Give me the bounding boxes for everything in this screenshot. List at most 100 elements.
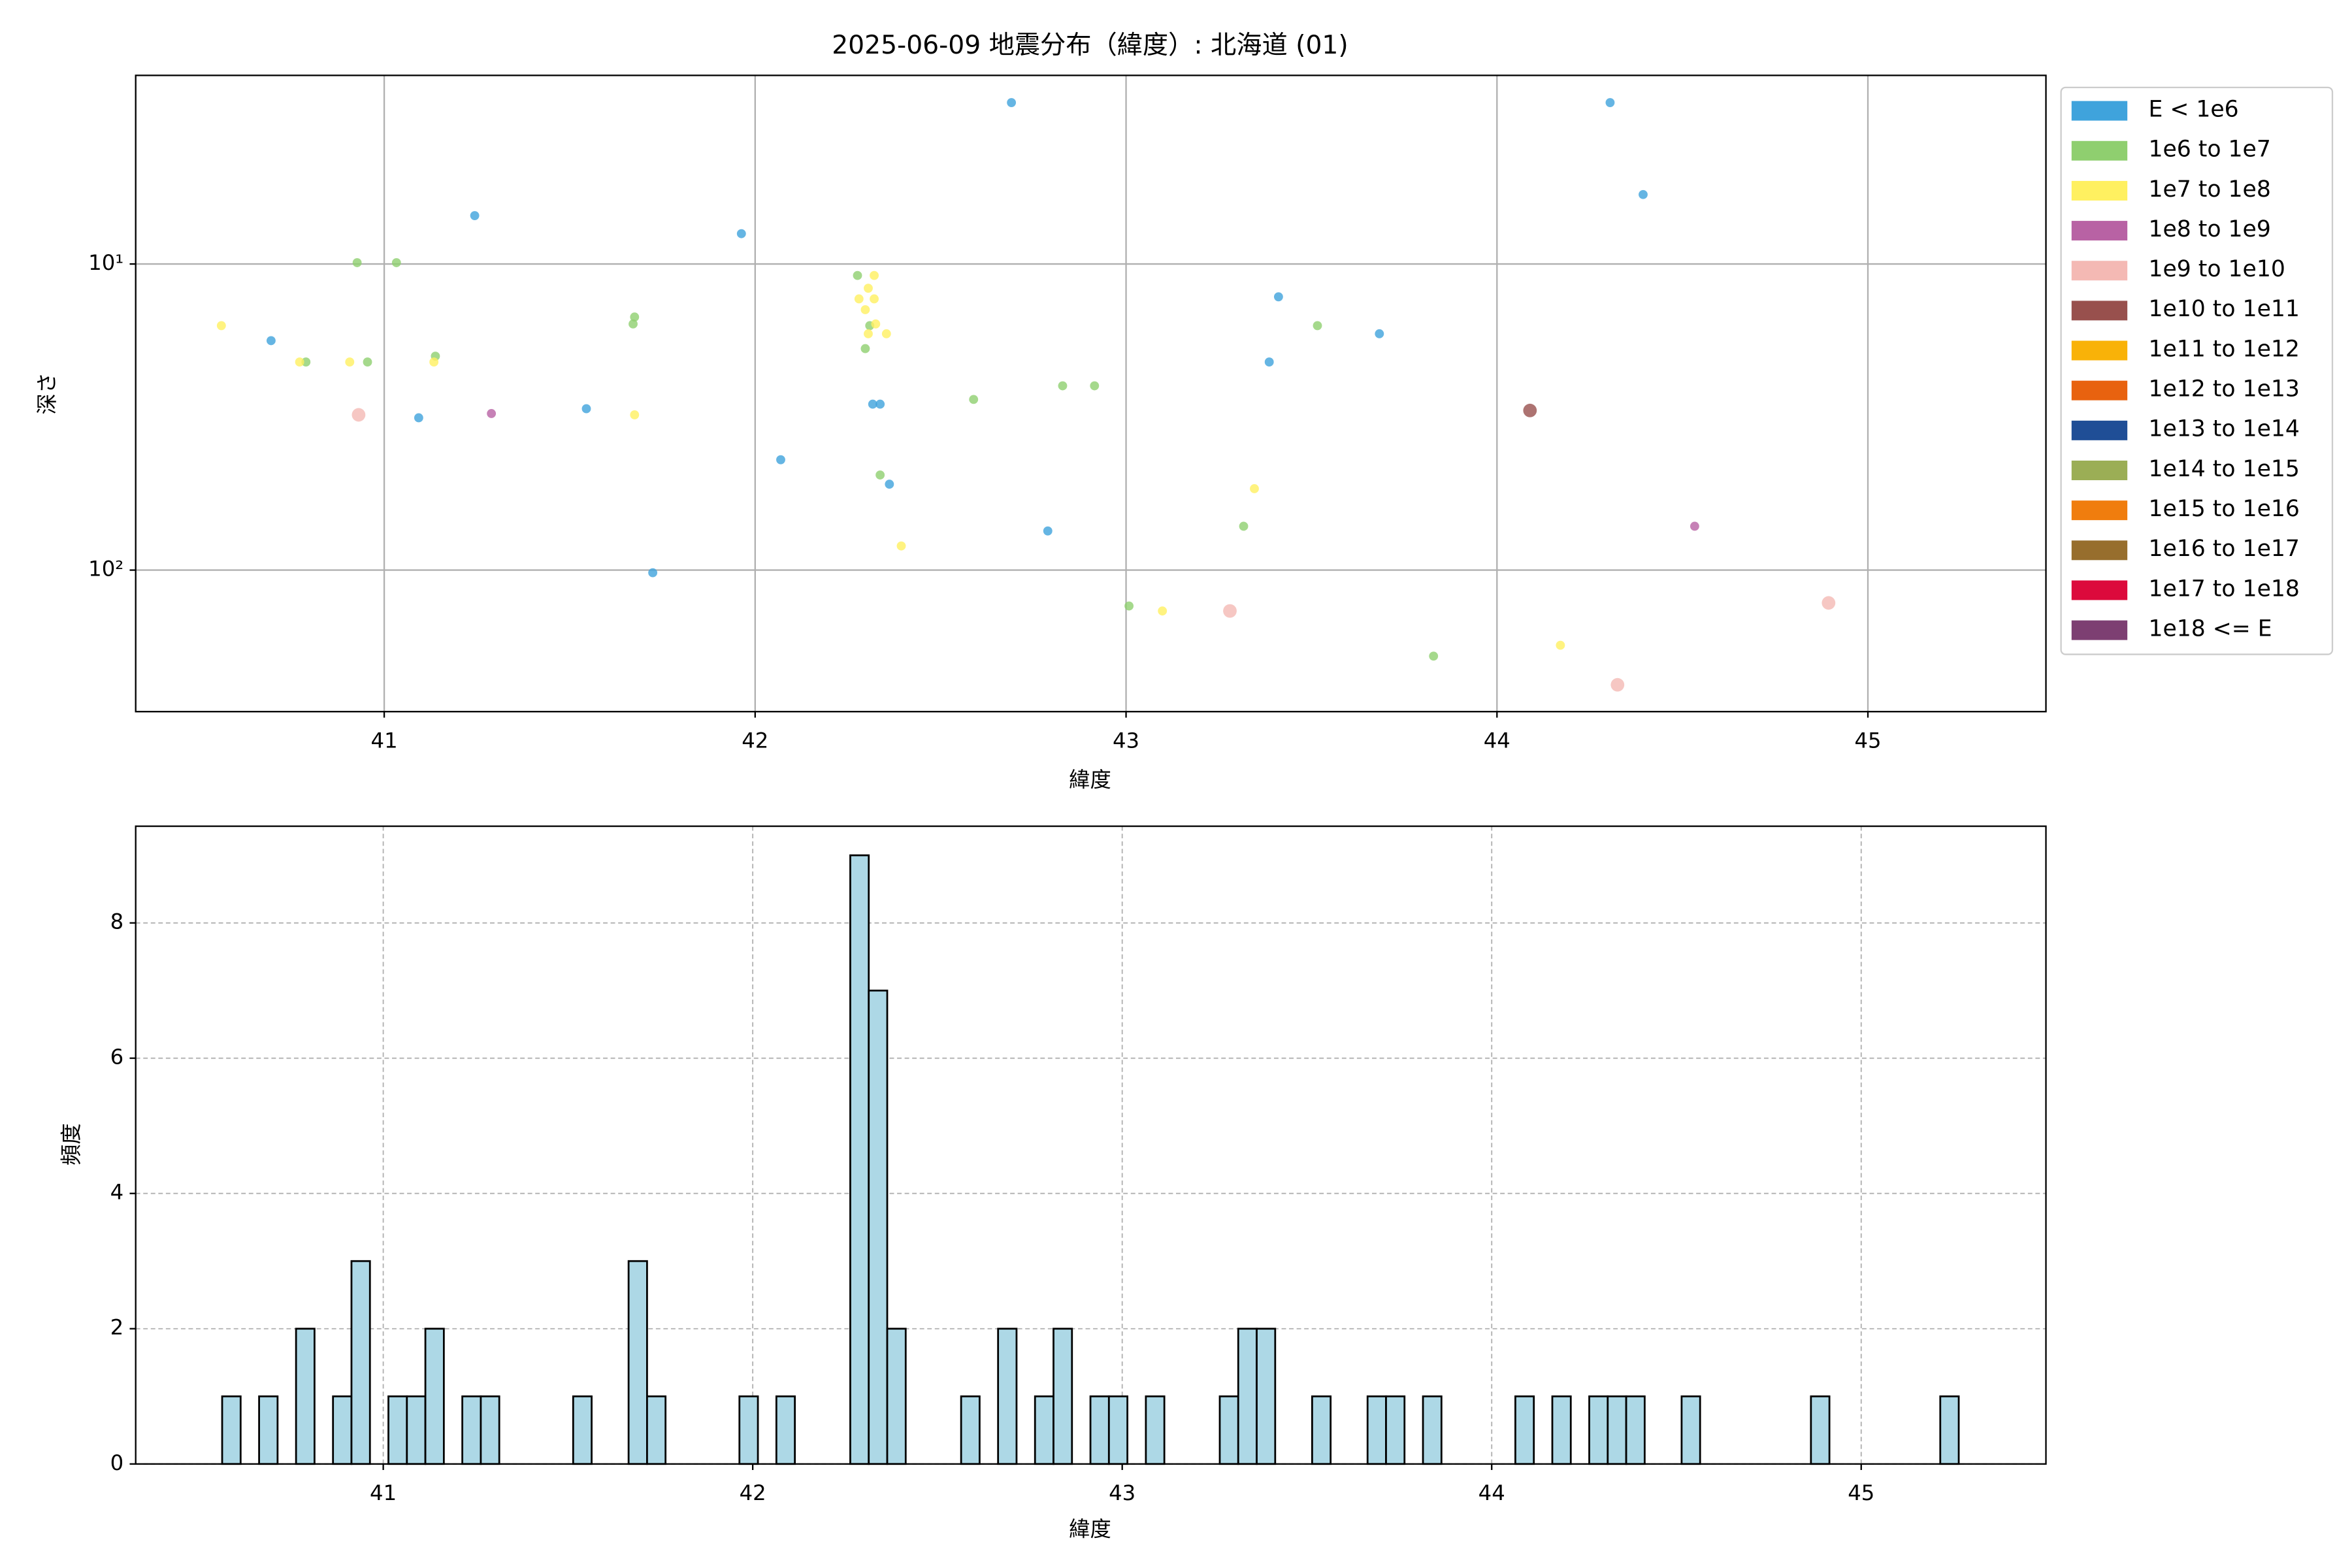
scatter-point xyxy=(1313,321,1322,331)
histogram-bar xyxy=(572,1395,593,1465)
legend-swatch xyxy=(2071,180,2128,201)
legend-label: 1e7 to 1e8 xyxy=(2148,176,2270,203)
histogram-bar xyxy=(1810,1395,1831,1465)
scatter-point xyxy=(1223,604,1237,618)
histogram-bar xyxy=(646,1395,667,1465)
legend-label: 1e14 to 1e15 xyxy=(2148,456,2299,482)
scatter-point xyxy=(871,319,881,329)
legend-label: 1e8 to 1e9 xyxy=(2148,216,2270,242)
scatter-point xyxy=(969,395,979,404)
legend-swatch xyxy=(2071,420,2128,440)
scatter-point xyxy=(266,336,276,346)
histogram-bar xyxy=(1588,1395,1609,1465)
histogram-bar xyxy=(738,1395,759,1465)
histogram-bar xyxy=(1366,1395,1387,1465)
scatter-point xyxy=(581,404,591,414)
legend-label: 1e11 to 1e12 xyxy=(2148,336,2299,362)
x-axis-label: 緯度 xyxy=(1069,1516,1111,1541)
histogram-bar xyxy=(1034,1395,1054,1465)
legend-swatch xyxy=(2071,140,2128,161)
plot-frame xyxy=(135,825,2047,1465)
histogram-bar xyxy=(1607,1395,1627,1465)
legend-swatch xyxy=(2071,620,2128,640)
scatter-point xyxy=(352,258,362,267)
legend-swatch xyxy=(2071,261,2128,281)
histogram-bar xyxy=(1089,1395,1110,1465)
legend-swatch xyxy=(2071,580,2128,600)
scatter-point xyxy=(1250,484,1259,493)
x-tick-label: 44 xyxy=(1484,728,1511,753)
scatter-point xyxy=(875,470,885,480)
scatter-point xyxy=(301,357,311,367)
histogram-bar xyxy=(332,1395,353,1465)
scatter-point xyxy=(487,409,497,418)
legend-label: 1e13 to 1e14 xyxy=(2148,416,2299,442)
y-tick-label: 6 xyxy=(110,1045,124,1070)
y-axis-label: 深さ xyxy=(35,372,59,415)
scatter-point xyxy=(629,319,638,329)
scatter-point xyxy=(1610,678,1625,692)
histogram-bar xyxy=(1551,1395,1572,1465)
legend-label: 1e18 <= E xyxy=(2148,615,2272,642)
legend: E < 1e6 1e6 to 1e7 1e7 to 1e8 1e8 to 1e9 1e9… xyxy=(2060,86,2334,655)
x-tick-label: 41 xyxy=(371,728,398,753)
scatter-point xyxy=(1605,98,1615,107)
histogram-bar xyxy=(960,1395,981,1465)
legend-swatch xyxy=(2071,221,2128,241)
histogram-bar xyxy=(1053,1328,1073,1465)
scatter-point xyxy=(875,399,885,409)
scatter-point xyxy=(870,270,879,280)
scatter-point xyxy=(776,455,785,465)
scatter-point xyxy=(870,294,879,304)
scatter-point xyxy=(363,357,372,367)
scatter-point xyxy=(351,408,366,422)
histogram-bar xyxy=(1145,1395,1166,1465)
scatter-point xyxy=(1556,640,1565,650)
x-tick-label: 41 xyxy=(370,1480,397,1505)
x-tick-label: 44 xyxy=(1478,1480,1505,1505)
scatter-point xyxy=(216,321,226,331)
scatter-point xyxy=(1523,403,1537,417)
scatter-point xyxy=(868,399,877,409)
y-tick-label: 2 xyxy=(110,1315,124,1340)
histogram-bar xyxy=(775,1395,796,1465)
histogram-bar xyxy=(627,1260,648,1465)
chart-title: 2025-06-09 地震分布（緯度）: 北海道 (01) xyxy=(832,31,1348,60)
x-tick-label: 45 xyxy=(1854,728,1881,753)
histogram-bar xyxy=(997,1328,1018,1465)
histogram-bar xyxy=(1625,1395,1646,1465)
legend-label: 1e9 to 1e10 xyxy=(2148,256,2285,282)
histogram-bar xyxy=(1385,1395,1406,1465)
histogram-bar xyxy=(406,1395,427,1465)
histogram-bar xyxy=(1514,1395,1535,1465)
histogram-bar xyxy=(886,1328,907,1465)
scatter-point xyxy=(1058,381,1068,391)
legend-swatch xyxy=(2071,461,2128,480)
y-tick-label: 10² xyxy=(88,557,123,581)
x-tick-label: 43 xyxy=(1109,1480,1135,1505)
y-axis-label: 頻度 xyxy=(59,1123,84,1166)
scatter-point xyxy=(1124,601,1134,611)
y-tick-label: 10¹ xyxy=(88,250,123,275)
histogram-bar xyxy=(1256,1328,1277,1465)
scatter-point xyxy=(885,480,894,489)
scatter-point xyxy=(630,410,640,419)
histogram-bar xyxy=(295,1328,316,1465)
scatter-point xyxy=(1273,292,1283,302)
scatter-point xyxy=(1639,189,1648,199)
scatter-point xyxy=(414,413,423,423)
histogram-bar xyxy=(1107,1395,1128,1465)
scatter-point xyxy=(1821,596,1836,610)
scatter-point xyxy=(630,312,640,322)
scatter-point xyxy=(1264,357,1274,367)
scatter-point xyxy=(1158,606,1168,616)
histogram-bar xyxy=(258,1395,279,1465)
scatter-point xyxy=(1239,521,1249,531)
plot-frame xyxy=(135,74,2047,713)
scatter-point xyxy=(470,211,480,220)
scatter-point xyxy=(1090,381,1100,391)
scatter-point xyxy=(1375,329,1384,338)
histogram-bar xyxy=(1237,1328,1258,1465)
